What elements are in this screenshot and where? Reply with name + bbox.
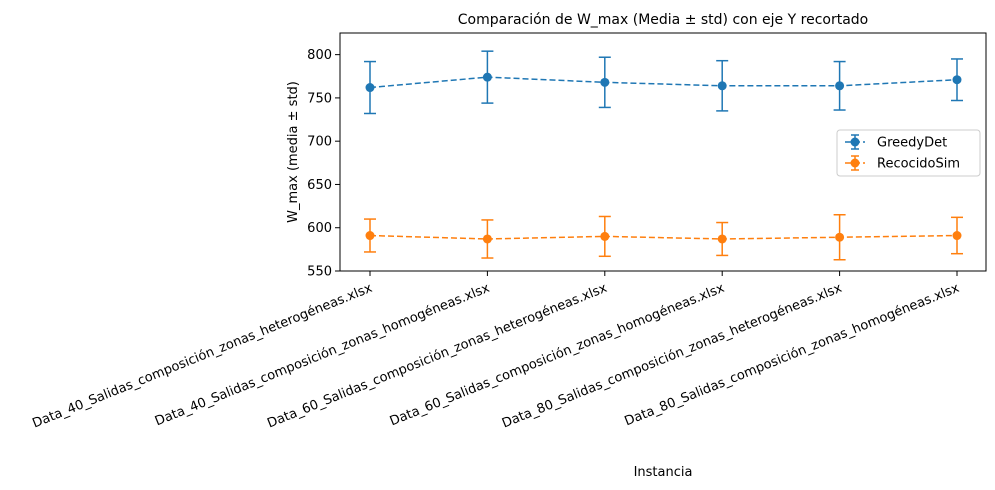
y-axis: 550 600 650 700 750 800 (307, 48, 340, 280)
data-point (482, 72, 492, 82)
data-point (717, 81, 727, 91)
data-point (835, 232, 845, 242)
data-point (952, 231, 962, 241)
y-tick-label: 650 (307, 178, 332, 193)
plot-area-frame (339, 32, 987, 272)
y-tick-label: 550 (307, 265, 332, 280)
x-axis: Data_40_Salidas_composición_zonas_hetero… (30, 271, 962, 431)
data-point (365, 83, 375, 93)
legend-box (836, 129, 981, 177)
series-line (369, 76, 958, 89)
legend-marker (850, 137, 860, 147)
x-axis-label: Instancia (634, 465, 693, 480)
series-RecocidoSim (364, 213, 963, 261)
y-tick-label: 750 (307, 91, 332, 106)
data-point (952, 75, 962, 85)
data-point (482, 234, 492, 244)
y-tick-label: 800 (307, 48, 332, 63)
legend-marker (850, 158, 860, 168)
legend: GreedyDet RecocidoSim (836, 129, 981, 177)
data-point (365, 231, 375, 241)
y-axis-label: W_max (media ± std) (286, 81, 301, 223)
data-point (717, 234, 727, 244)
data-point (600, 231, 610, 241)
data-point (835, 81, 845, 91)
chart-title: Comparación de W_max (Media ± std) con e… (458, 12, 868, 28)
y-tick-label: 600 (307, 221, 332, 236)
legend-label: GreedyDet (877, 136, 947, 151)
series-line (369, 234, 958, 240)
series-GreedyDet (364, 50, 963, 115)
y-tick-label: 700 (307, 135, 332, 150)
data-point (600, 77, 610, 87)
series-layer (364, 50, 963, 261)
legend-label: RecocidoSim (877, 157, 960, 172)
